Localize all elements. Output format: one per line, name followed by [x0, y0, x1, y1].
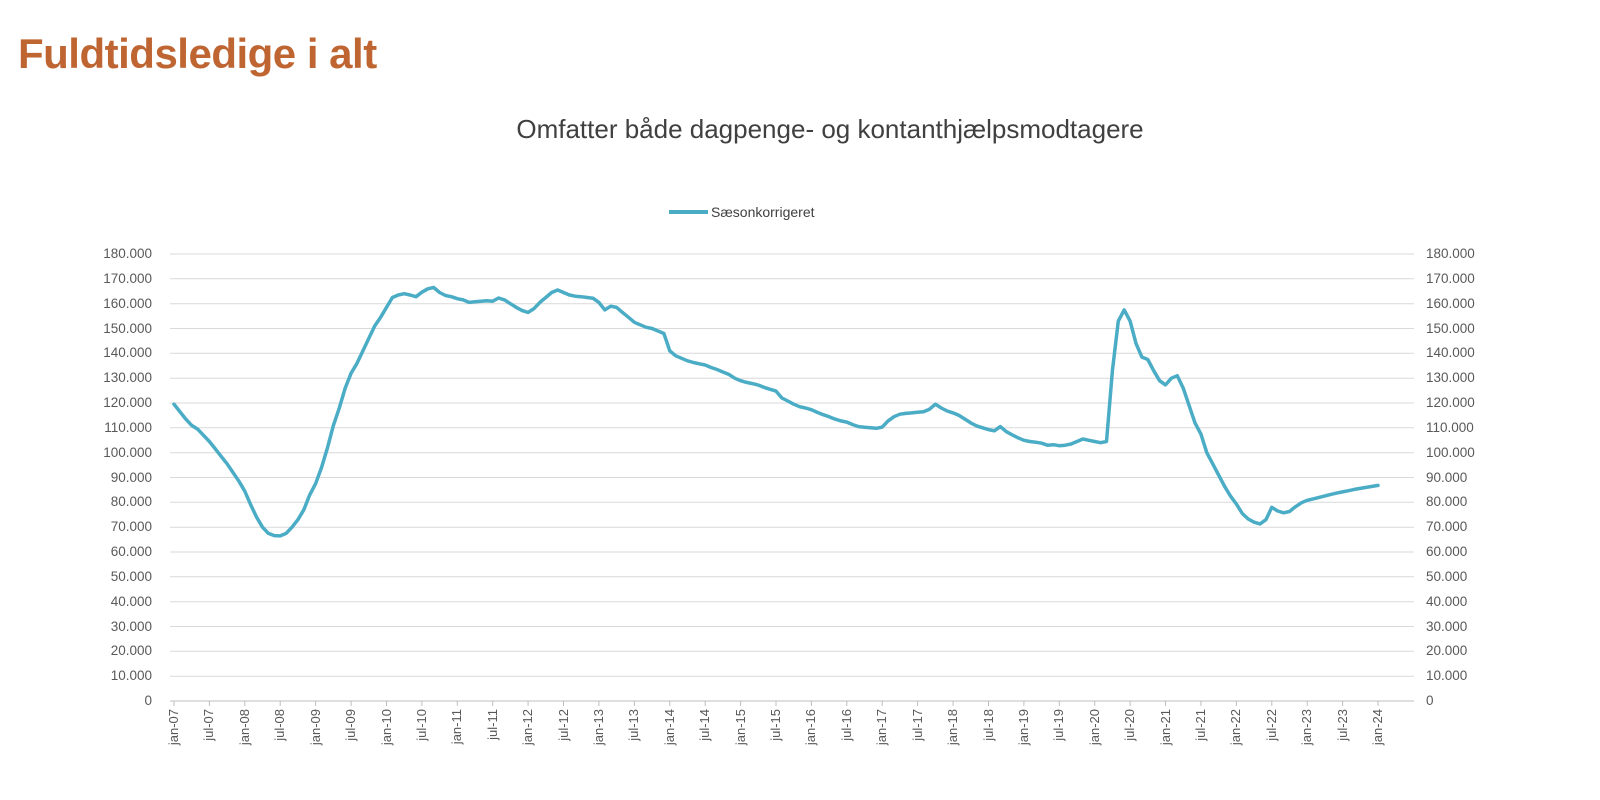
y-axis-label-left: 0 — [144, 693, 152, 708]
y-axis-label-right: 170.000 — [1426, 270, 1475, 286]
y-axis-label-right: 120.000 — [1426, 395, 1475, 410]
x-axis-label: jul-09 — [343, 709, 359, 741]
y-axis-label-right: 10.000 — [1426, 668, 1468, 684]
y-axis-label-right: 40.000 — [1426, 593, 1468, 609]
x-axis-label: jan-16 — [803, 709, 819, 746]
y-axis-label-right: 90.000 — [1426, 469, 1468, 485]
x-axis-label: jan-23 — [1299, 709, 1315, 746]
x-axis-label: jul-18 — [980, 709, 996, 741]
x-axis-label: jul-15 — [768, 709, 783, 741]
x-axis-label: jul-07 — [201, 709, 217, 741]
y-axis-label-right: 100.000 — [1426, 444, 1475, 460]
x-axis-label: jan-24 — [1370, 709, 1385, 746]
x-axis-label: jan-18 — [945, 709, 961, 746]
x-axis-label: jan-12 — [520, 709, 536, 746]
y-axis-label-left: 100.000 — [103, 444, 152, 460]
y-axis-label-left: 150.000 — [103, 320, 152, 336]
x-axis-label: jan-10 — [378, 709, 394, 746]
x-axis-label: jan-14 — [661, 709, 677, 746]
x-axis-label: jul-19 — [1051, 709, 1067, 741]
y-axis-label-left: 120.000 — [103, 395, 152, 410]
page-title: Fuldtidsledige i alt — [18, 30, 377, 77]
series-line — [172, 285, 1380, 538]
y-axis-label-right: 160.000 — [1426, 295, 1475, 311]
x-axis-label: jul-12 — [555, 709, 571, 741]
legend-label: Sæsonkorrigeret — [711, 203, 815, 220]
x-axis-label: jul-22 — [1263, 709, 1279, 741]
y-axis-label-right: 30.000 — [1426, 618, 1468, 634]
legend-line-marker — [669, 209, 708, 214]
y-axis-label-right: 60.000 — [1426, 544, 1468, 559]
x-axis-label: jan-20 — [1086, 709, 1102, 746]
y-axis-label-right: 140.000 — [1426, 345, 1475, 361]
y-axis-label-left: 20.000 — [110, 643, 152, 659]
x-axis-label: jan-11 — [449, 709, 465, 745]
y-axis-label-left: 110.000 — [104, 419, 152, 435]
y-axis-label-left: 170.000 — [103, 270, 152, 286]
y-axis-label-left: 30.000 — [110, 618, 152, 634]
x-axis-label: jul-10 — [413, 709, 429, 741]
y-axis-label-left: 50.000 — [110, 568, 152, 584]
y-axis-label-right: 50.000 — [1426, 568, 1468, 584]
x-axis-label: jul-20 — [1122, 709, 1138, 741]
y-axis-label-right: 20.000 — [1426, 643, 1468, 659]
x-axis-label: jul-23 — [1334, 709, 1350, 741]
chart-subtitle: Omfatter både dagpenge- og kontanthjælps… — [516, 114, 1144, 144]
x-axis-label: jan-22 — [1228, 709, 1244, 746]
x-axis-label: jan-21 — [1157, 709, 1173, 746]
y-axis-label-left: 40.000 — [110, 593, 152, 609]
x-axis-label: jan-13 — [590, 709, 606, 746]
y-axis-label-left: 130.000 — [103, 370, 152, 386]
x-axis-label: jan-09 — [307, 709, 323, 746]
y-axis-label-right: 110.000 — [1426, 419, 1474, 435]
y-axis-label-left: 90.000 — [110, 469, 152, 485]
y-axis-label-left: 10.000 — [110, 668, 152, 684]
y-axis-label-right: 70.000 — [1426, 519, 1468, 535]
y-axis-label-right: 180.000 — [1426, 246, 1475, 261]
legend: Sæsonkorrigeret — [669, 203, 815, 220]
x-axis-label: jan-17 — [874, 709, 890, 746]
y-axis-label-right: 0 — [1426, 693, 1434, 708]
x-axis-label: jul-16 — [838, 709, 854, 741]
x-axis-label: jul-14 — [697, 709, 713, 741]
x-axis-label: jul-08 — [272, 709, 288, 741]
x-axis-label: jul-11 — [484, 709, 500, 740]
x-axis-label: jul-21 — [1192, 709, 1208, 741]
x-axis-label: jan-15 — [732, 709, 748, 746]
gridlines — [170, 253, 1414, 677]
y-axis-label-left: 180.000 — [103, 246, 152, 261]
x-axis — [170, 700, 1414, 706]
y-axis-label-right: 130.000 — [1426, 370, 1475, 386]
y-axis-label-left: 60.000 — [110, 544, 152, 559]
x-axis-label: jan-07 — [166, 709, 181, 746]
y-axis-label-left: 80.000 — [110, 494, 152, 510]
y-axis-label-left: 160.000 — [103, 295, 152, 311]
x-axis-label: jul-13 — [626, 709, 642, 741]
y-axis-label-left: 140.000 — [103, 345, 152, 361]
y-axis-label-right: 80.000 — [1426, 494, 1468, 510]
x-axis-label: jan-08 — [236, 709, 252, 746]
x-axis-label: jan-19 — [1015, 709, 1031, 746]
y-axis-label-left: 70.000 — [110, 519, 152, 535]
y-axis-label-right: 150.000 — [1426, 320, 1475, 336]
x-axis-label: jul-17 — [909, 709, 925, 741]
